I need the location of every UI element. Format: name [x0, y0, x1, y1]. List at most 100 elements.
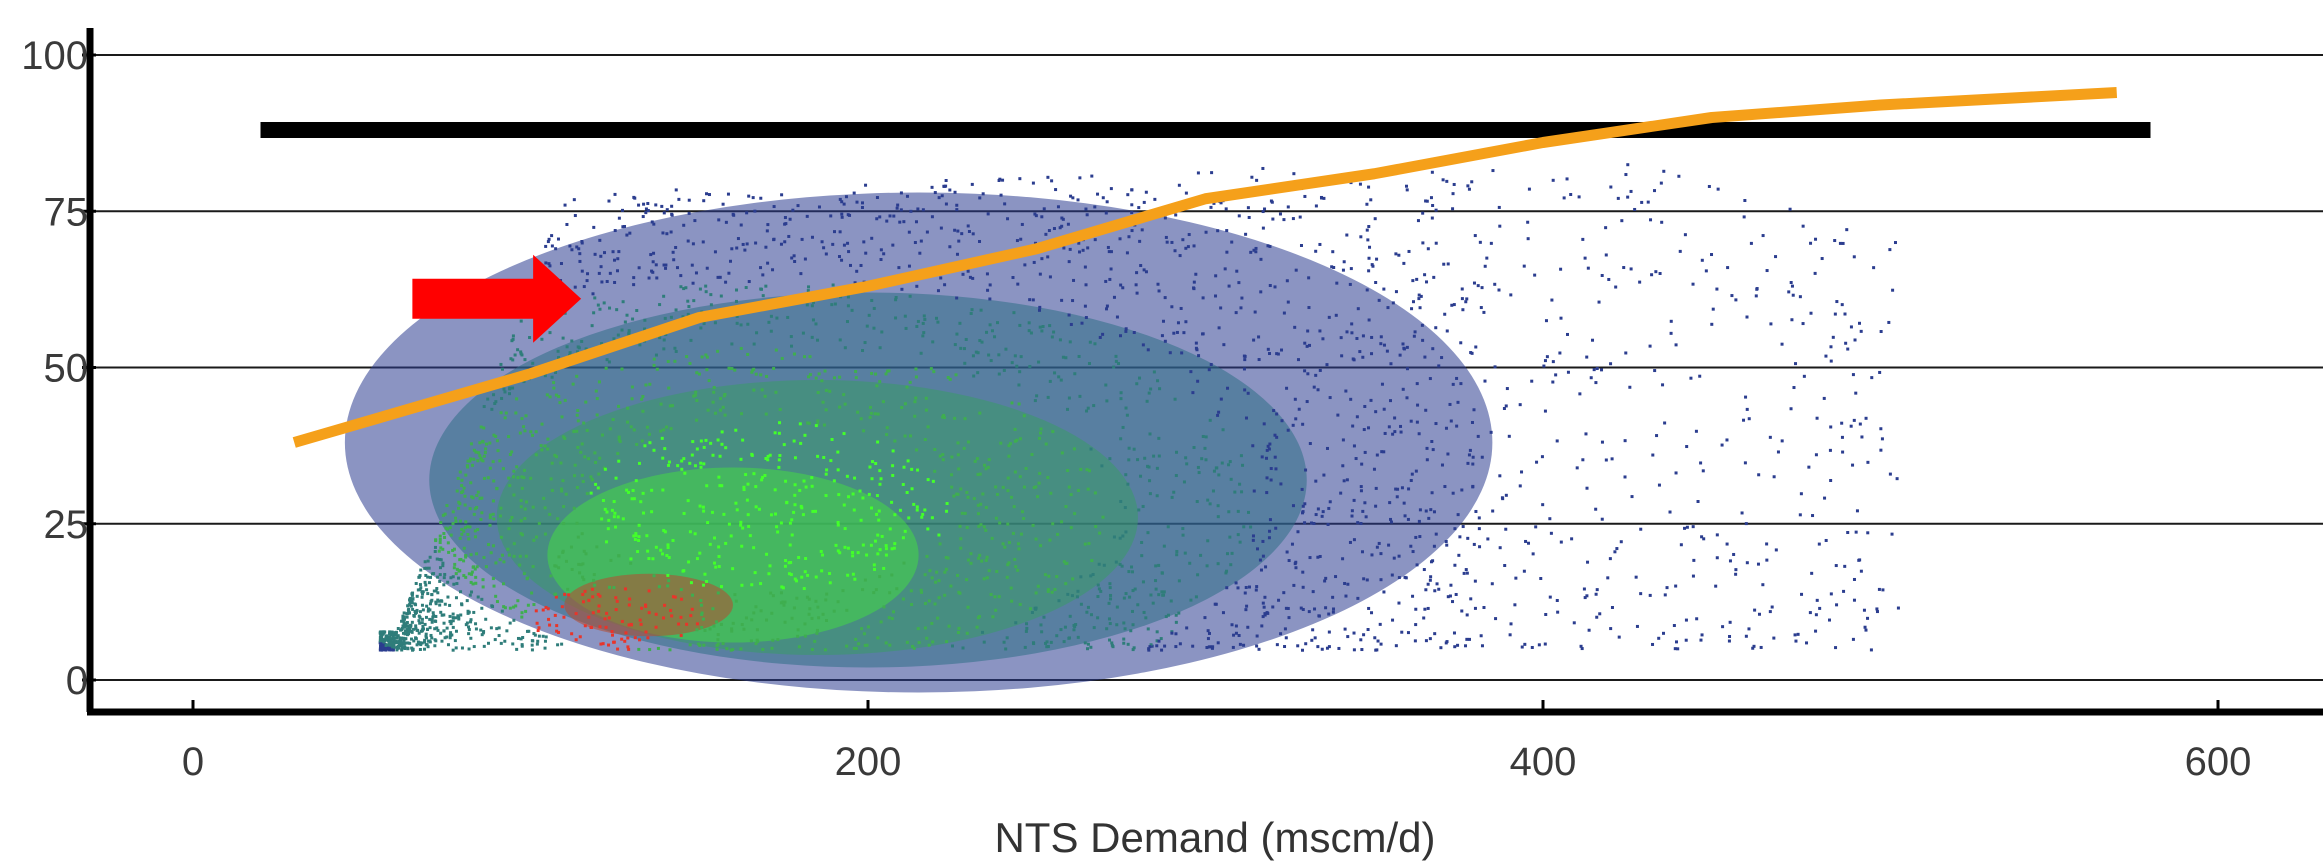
data-point [1257, 647, 1261, 651]
data-point [1468, 448, 1472, 452]
data-point [1121, 286, 1125, 290]
data-point [990, 329, 994, 333]
data-point [1159, 637, 1163, 641]
data-point [988, 297, 992, 301]
data-point [789, 560, 793, 564]
data-point [1214, 274, 1218, 278]
data-point [740, 623, 744, 627]
data-point [754, 241, 758, 245]
data-point [1131, 648, 1135, 652]
data-point [1351, 424, 1355, 428]
data-point [419, 568, 423, 572]
data-point [1674, 343, 1678, 347]
data-point [449, 631, 453, 635]
data-point [508, 386, 512, 390]
data-point [598, 307, 602, 311]
data-point [424, 615, 428, 619]
data-point [833, 230, 837, 234]
data-point [644, 383, 648, 387]
data-point [1087, 361, 1091, 365]
data-point [976, 473, 980, 477]
data-point [514, 411, 518, 415]
data-point [578, 635, 582, 639]
data-point [632, 283, 636, 287]
data-point [1182, 480, 1186, 484]
data-point [840, 215, 844, 219]
data-point [1745, 407, 1749, 411]
data-point [1177, 611, 1181, 615]
data-point [875, 512, 879, 516]
data-point [1271, 605, 1275, 609]
data-point [688, 530, 692, 534]
data-point [442, 621, 446, 625]
data-point [729, 534, 733, 538]
data-point [613, 258, 617, 262]
data-point [1138, 376, 1142, 380]
data-point [407, 629, 411, 633]
data-point [1714, 584, 1718, 588]
data-point [1196, 379, 1200, 383]
data-point [434, 619, 438, 623]
data-point [1246, 206, 1250, 210]
data-point [568, 244, 572, 248]
data-point [810, 235, 814, 239]
data-point [1161, 319, 1165, 323]
data-point [466, 532, 470, 536]
data-point [1585, 486, 1589, 490]
data-point [846, 295, 850, 299]
data-point [1138, 239, 1142, 243]
data-point [1184, 246, 1188, 250]
data-point [1316, 555, 1320, 559]
data-point [1016, 568, 1020, 572]
data-point [755, 331, 759, 335]
data-point [391, 648, 395, 652]
data-point [1012, 505, 1016, 509]
data-point [975, 625, 979, 629]
data-point [576, 345, 580, 349]
data-point [734, 299, 738, 303]
data-point [1108, 457, 1112, 461]
data-point [446, 595, 450, 599]
data-point [1854, 530, 1858, 534]
data-point [1109, 267, 1113, 271]
data-point [401, 624, 405, 628]
data-point [805, 595, 809, 599]
data-point [1119, 397, 1123, 401]
data-point [533, 633, 537, 637]
data-point [530, 639, 534, 643]
data-point [515, 397, 519, 401]
data-point [508, 484, 512, 488]
data-point [978, 239, 982, 243]
data-point [1341, 268, 1345, 272]
data-point [1242, 367, 1246, 371]
data-point [407, 610, 411, 614]
data-point [1208, 418, 1212, 422]
data-point [512, 469, 516, 473]
data-point [592, 225, 596, 229]
data-point [891, 449, 895, 453]
data-point [457, 506, 461, 510]
data-point [1040, 630, 1044, 634]
data-point [617, 438, 621, 442]
data-point [608, 306, 612, 310]
data-point [836, 450, 840, 454]
data-point [1090, 559, 1094, 563]
data-point [965, 578, 969, 582]
data-point [412, 614, 416, 618]
data-point [591, 595, 595, 599]
data-point [1326, 522, 1330, 526]
data-point [698, 643, 702, 647]
data-point [1852, 418, 1856, 422]
data-point [1154, 564, 1158, 568]
data-point [854, 646, 858, 650]
data-point [660, 552, 664, 556]
data-point [1539, 577, 1543, 581]
data-point [1461, 308, 1465, 312]
data-point [493, 401, 497, 405]
data-point [989, 592, 993, 596]
data-point [792, 606, 796, 610]
data-point [720, 484, 724, 488]
data-point [518, 554, 522, 558]
data-point [735, 246, 739, 250]
data-point [1118, 562, 1122, 566]
